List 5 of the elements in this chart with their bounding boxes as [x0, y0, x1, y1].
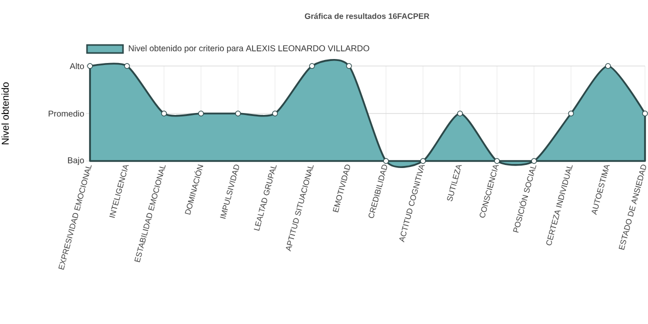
ref-line-label: Alto — [70, 62, 84, 70]
series-label: Nivel obtenido por criterio para ALEXIS LEONARDO VILLARDO — [128, 45, 370, 53]
ref-line-label: Bajo — [68, 157, 84, 165]
y-axis-title: Nivel obtenido — [1, 82, 9, 144]
ref-line-label: Promedio — [48, 110, 84, 117]
